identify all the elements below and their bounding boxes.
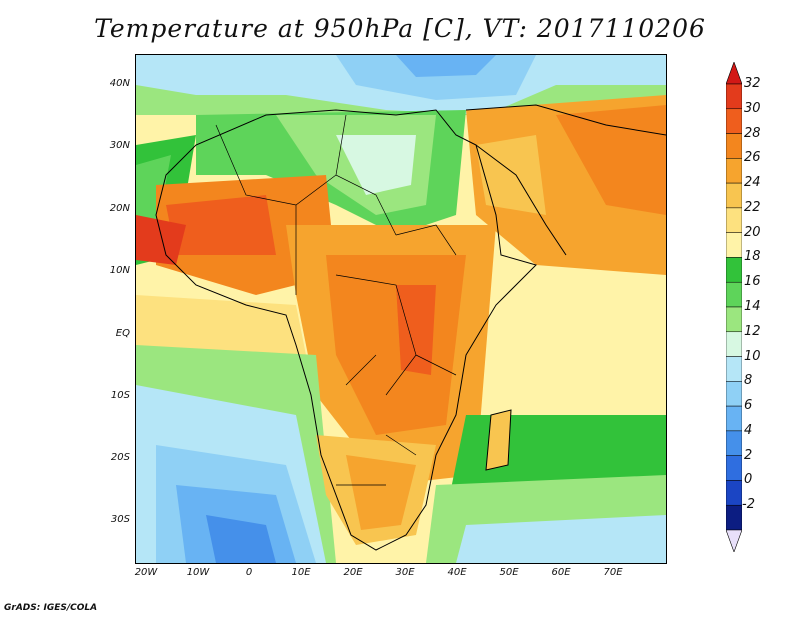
colorbar-swatch	[726, 281, 742, 308]
lon-label-10w: 10W	[186, 567, 210, 578]
colorbar-label: 6	[744, 398, 753, 414]
colorbar-swatch	[726, 158, 742, 184]
temperature-field	[136, 55, 666, 563]
lon-label-20w: 20W	[134, 567, 158, 578]
colorbar-label: 8	[744, 373, 753, 389]
lat-label-10s: 10S	[110, 390, 130, 401]
lon-label-50e: 50E	[499, 567, 519, 578]
lon-label-10e: 10E	[291, 567, 311, 578]
colorbar-label: 30	[744, 100, 761, 116]
lat-label-eq: EQ	[115, 328, 130, 339]
colorbar-label: 16	[744, 274, 761, 290]
colorbar-under-arrow	[726, 529, 742, 552]
colorbar-label: 12	[744, 323, 761, 339]
lon-label-0: 0	[245, 567, 253, 578]
colorbar-label: 28	[744, 125, 761, 141]
colorbar-label: 0	[744, 472, 753, 488]
colorbar-label: 14	[744, 299, 761, 314]
lon-label-20e: 20E	[343, 567, 363, 578]
lon-label-60e: 60E	[551, 567, 571, 578]
colorbar-swatch	[726, 182, 742, 209]
colorbar-label: -2	[742, 497, 755, 513]
lon-label-70e: 70E	[603, 567, 623, 578]
colorbar-swatch	[726, 108, 742, 134]
colorbar-label: 18	[744, 249, 761, 265]
colorbar-swatch	[726, 207, 742, 233]
lat-label-30n: 30N	[109, 140, 130, 151]
colorbar-label: 2	[744, 447, 753, 463]
lat-label-20n: 20N	[109, 203, 130, 214]
colorbar-label: 20	[744, 224, 761, 240]
map-title: Temperature at 950hPa [C], VT: 201711020…	[94, 14, 706, 43]
colorbar-swatch	[726, 480, 742, 506]
colorbar-label: 10	[744, 348, 761, 364]
lon-label-30e: 30E	[395, 567, 415, 578]
lat-label-10n: 10N	[109, 265, 130, 276]
colorbar-swatch	[726, 133, 742, 159]
lat-label-20s: 20S	[110, 452, 130, 463]
colorbar-swatch	[726, 381, 742, 407]
lat-label-30s: 30S	[110, 514, 130, 525]
temperature-colorbar	[726, 62, 742, 552]
colorbar-swatch	[726, 504, 742, 531]
colorbar-label: 24	[744, 175, 761, 191]
colorbar-over-arrow	[726, 62, 742, 85]
colorbar-label: 4	[744, 422, 753, 438]
temperature-map	[135, 54, 667, 564]
lat-label-40n: 40N	[109, 78, 130, 89]
colorbar-swatch	[726, 83, 742, 110]
colorbar-swatch	[726, 306, 742, 333]
colorbar-swatch	[726, 232, 742, 258]
colorbar-swatch	[726, 331, 742, 357]
colorbar-label: 32	[744, 76, 761, 91]
colorbar-label: 22	[744, 199, 761, 215]
colorbar-label: 26	[744, 150, 761, 166]
colorbar-swatch	[726, 356, 742, 382]
lon-label-40e: 40E	[447, 567, 467, 578]
colorbar-swatch	[726, 257, 742, 283]
colorbar-swatch	[726, 430, 742, 456]
colorbar-swatch	[726, 405, 742, 432]
colorbar-swatch	[726, 455, 742, 481]
grads-credit: GrADS: IGES/COLA	[4, 603, 98, 613]
